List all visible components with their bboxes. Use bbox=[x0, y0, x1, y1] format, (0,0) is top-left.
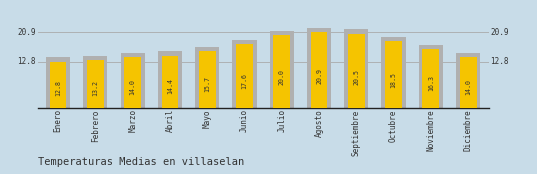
Text: 20.9: 20.9 bbox=[17, 28, 36, 37]
Bar bbox=[311, 32, 328, 108]
Bar bbox=[460, 57, 476, 108]
Text: 14.0: 14.0 bbox=[129, 79, 136, 95]
Text: 14.4: 14.4 bbox=[167, 78, 173, 94]
Text: 20.9: 20.9 bbox=[316, 68, 322, 84]
Bar bbox=[273, 35, 290, 108]
Bar bbox=[83, 56, 107, 108]
Bar bbox=[87, 60, 104, 108]
Bar bbox=[456, 53, 480, 108]
Bar bbox=[270, 31, 294, 108]
Bar bbox=[158, 51, 182, 108]
Text: 15.7: 15.7 bbox=[204, 76, 210, 92]
Bar bbox=[419, 45, 443, 108]
Text: 14.0: 14.0 bbox=[465, 79, 471, 95]
Bar bbox=[120, 53, 145, 108]
Bar bbox=[162, 56, 178, 108]
Bar bbox=[50, 62, 67, 108]
Bar bbox=[381, 37, 406, 108]
Text: 20.0: 20.0 bbox=[279, 69, 285, 85]
Text: 12.8: 12.8 bbox=[17, 57, 36, 66]
Bar bbox=[236, 44, 253, 108]
Bar bbox=[195, 47, 219, 108]
Text: 16.3: 16.3 bbox=[428, 75, 434, 91]
Text: 13.2: 13.2 bbox=[92, 80, 98, 96]
Text: 18.5: 18.5 bbox=[390, 72, 397, 88]
Text: 20.9: 20.9 bbox=[490, 28, 509, 37]
Text: 12.8: 12.8 bbox=[55, 80, 61, 96]
Text: 17.6: 17.6 bbox=[242, 73, 248, 89]
Bar bbox=[307, 28, 331, 108]
Bar bbox=[233, 40, 257, 108]
Bar bbox=[344, 29, 368, 108]
Text: 20.5: 20.5 bbox=[353, 69, 359, 85]
Bar bbox=[423, 49, 439, 108]
Bar bbox=[124, 57, 141, 108]
Text: Temperaturas Medias en villaselan: Temperaturas Medias en villaselan bbox=[38, 157, 244, 167]
Text: 12.8: 12.8 bbox=[490, 57, 509, 66]
Bar bbox=[348, 34, 365, 108]
Bar bbox=[385, 41, 402, 108]
Bar bbox=[46, 57, 70, 108]
Bar bbox=[199, 51, 215, 108]
